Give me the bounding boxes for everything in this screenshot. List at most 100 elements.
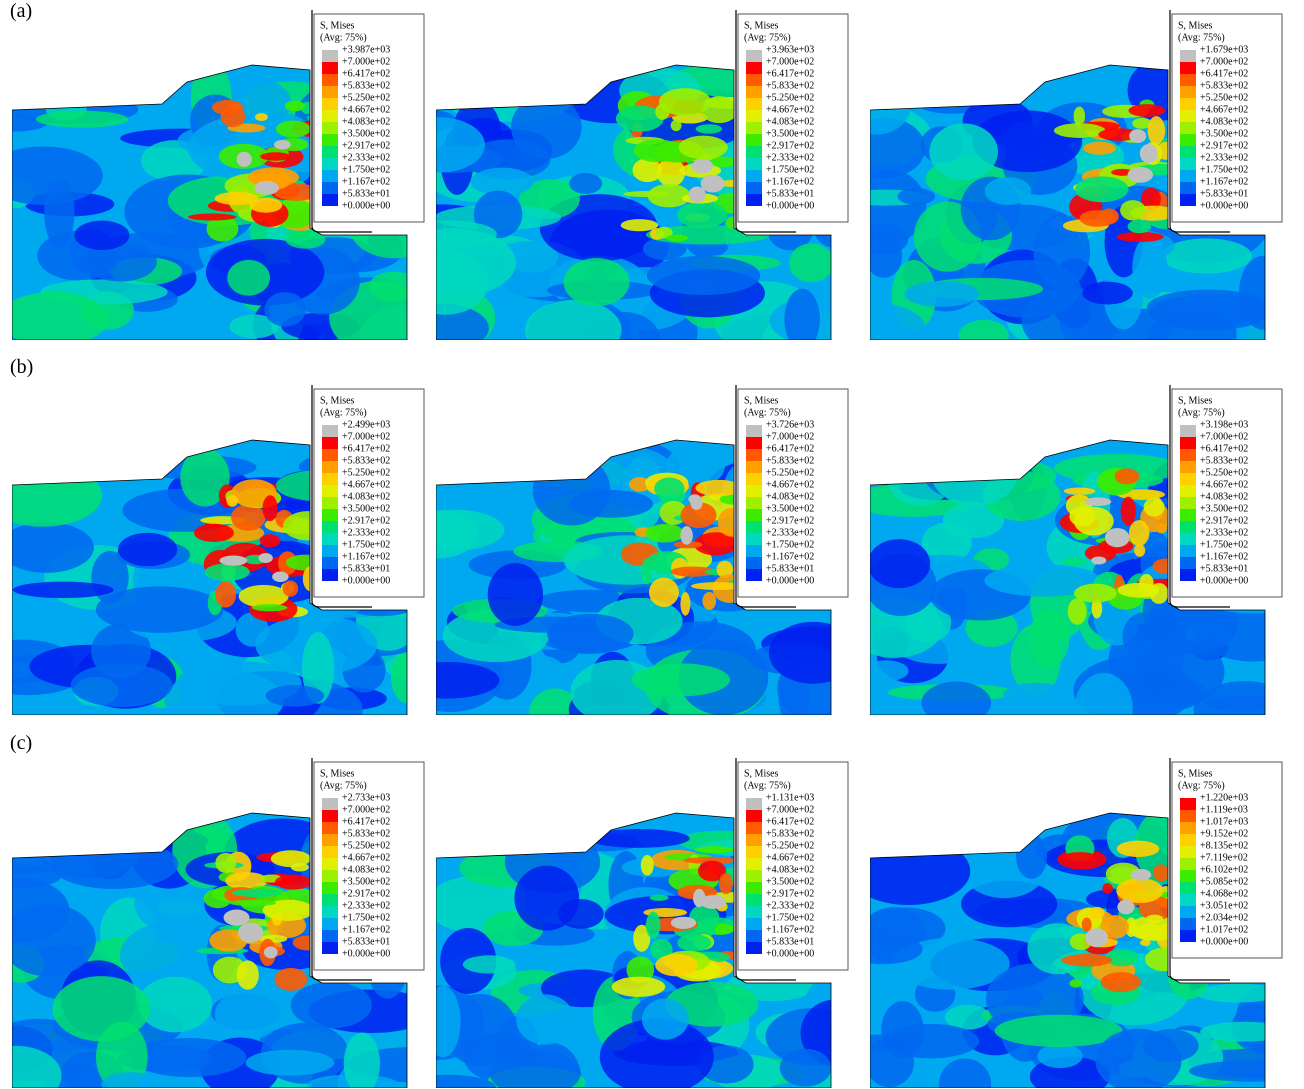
legend-label: +4.667e+02 xyxy=(1200,479,1248,490)
legend-label: +1.119e+03 xyxy=(1200,804,1248,815)
hot-zone xyxy=(212,99,243,115)
hot-zone xyxy=(695,479,743,497)
legend-title: S, Mises xyxy=(1178,20,1213,31)
legend-label: +4.083e+02 xyxy=(766,116,814,127)
legend-swatch xyxy=(746,858,762,870)
stress-zone xyxy=(343,1032,381,1088)
legend-label: +1.167e+02 xyxy=(1200,551,1248,562)
hot-zone xyxy=(1063,487,1096,495)
stress-zone xyxy=(214,989,282,1040)
legend-label: +4.667e+02 xyxy=(342,104,390,115)
legend-swatch xyxy=(322,834,338,846)
contour-panel: S, Mises(Avg: 75%)+3.963e+03+7.000e+02+6… xyxy=(436,10,849,340)
legend-label: +7.000e+02 xyxy=(342,56,390,67)
hot-zone xyxy=(1127,219,1152,234)
stress-zone xyxy=(587,829,690,848)
stress-zone xyxy=(1146,289,1265,326)
stress-zone xyxy=(489,1050,581,1088)
stress-zone xyxy=(12,291,109,340)
legend-label: +5.833e+02 xyxy=(766,455,814,466)
legend-label: +6.417e+02 xyxy=(342,816,390,827)
hot-zone xyxy=(270,850,312,868)
hot-zone xyxy=(259,534,281,548)
stress-zone xyxy=(1016,833,1048,880)
legend-swatch xyxy=(322,858,338,870)
legend-swatch xyxy=(746,122,762,134)
stress-zone xyxy=(516,994,575,1045)
hot-zone xyxy=(695,124,723,134)
stress-zone xyxy=(881,1001,924,1059)
hot-zone xyxy=(620,219,659,232)
tool xyxy=(735,385,796,608)
hot-zone xyxy=(1143,497,1165,517)
legend-swatch xyxy=(1180,194,1196,206)
damage-zone xyxy=(691,158,714,174)
hot-zone xyxy=(232,888,283,898)
contour-panel: S, Mises(Avg: 75%)+3.987e+03+7.000e+02+6… xyxy=(12,10,425,340)
legend-title: S, Mises xyxy=(1178,768,1213,779)
legend-swatch xyxy=(322,110,338,122)
legend-label: +4.667e+02 xyxy=(766,479,814,490)
legend-swatch xyxy=(322,122,338,134)
legend-label: +1.750e+02 xyxy=(1200,164,1248,175)
stress-zone xyxy=(938,1058,992,1088)
stress-zone xyxy=(245,1049,335,1076)
hot-zone xyxy=(1140,187,1161,211)
legend-label: +1.750e+02 xyxy=(342,164,390,175)
hot-zone xyxy=(677,201,728,229)
stress-zone xyxy=(462,955,516,974)
hot-zone xyxy=(716,560,734,579)
stress-zone xyxy=(788,243,831,283)
stress-zone xyxy=(436,117,485,173)
legend-swatch xyxy=(322,533,338,545)
legend-label: +4.083e+02 xyxy=(342,864,390,875)
legend-swatch xyxy=(1180,798,1196,810)
legend-swatch xyxy=(322,798,338,810)
hot-zone xyxy=(1152,864,1170,882)
stress-zone xyxy=(1132,235,1168,299)
legend-swatch xyxy=(1180,74,1196,86)
damage-zone xyxy=(1085,928,1109,948)
legend-swatch xyxy=(322,918,338,930)
stress-zone xyxy=(301,632,335,704)
legend-label: +5.250e+02 xyxy=(342,467,390,478)
legend-label: +1.167e+02 xyxy=(342,176,390,187)
stress-zone xyxy=(436,228,516,298)
stress-zone xyxy=(958,319,1009,340)
legend-swatch xyxy=(1180,50,1196,62)
legend-label: +4.667e+02 xyxy=(342,479,390,490)
hot-zone xyxy=(287,228,311,240)
legend-subtitle: (Avg: 75%) xyxy=(1178,32,1225,43)
hot-zone xyxy=(656,157,686,187)
hot-zone xyxy=(1053,123,1106,138)
stress-zone xyxy=(1168,955,1210,1000)
legend-swatch xyxy=(322,894,338,906)
stress-zone xyxy=(1028,609,1070,668)
legend-label: +6.417e+02 xyxy=(766,68,814,79)
legend-label: +0.000e+00 xyxy=(1200,936,1248,947)
hot-zone xyxy=(1140,939,1151,946)
material-outline xyxy=(12,812,408,1088)
stress-zone xyxy=(227,259,271,296)
legend-label: +5.833e+01 xyxy=(766,563,814,574)
hot-zone xyxy=(673,541,703,549)
legend-label: +3.726e+03 xyxy=(766,419,814,430)
stress-zone xyxy=(558,899,604,929)
legend-swatch xyxy=(746,473,762,485)
stress-zone xyxy=(532,454,611,526)
legend-label: +5.833e+01 xyxy=(1200,563,1248,574)
legend-swatch xyxy=(1180,882,1196,894)
legend-swatch xyxy=(322,942,338,954)
legend-swatch xyxy=(746,461,762,473)
legend-label: +4.667e+02 xyxy=(766,852,814,863)
legend-swatch xyxy=(746,194,762,206)
legend-label: +4.083e+02 xyxy=(766,864,814,875)
legend-swatch xyxy=(746,810,762,822)
hot-zone xyxy=(632,158,663,183)
hot-zone xyxy=(282,580,299,597)
stress-zone xyxy=(138,976,213,1033)
legend-label: +5.833e+01 xyxy=(342,936,390,947)
legend-label: +4.083e+02 xyxy=(342,116,390,127)
hot-zone xyxy=(262,899,315,921)
